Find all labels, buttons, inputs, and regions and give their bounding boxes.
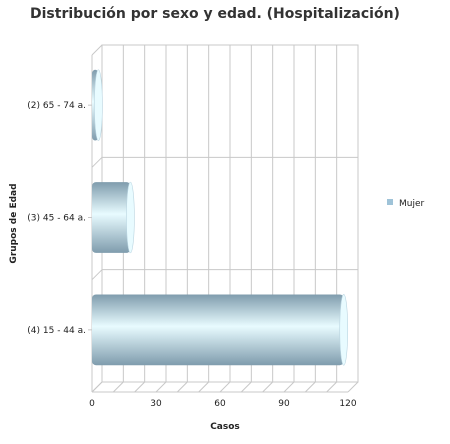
legend-swatch: [387, 199, 393, 205]
x-tick-label: 30: [150, 399, 162, 409]
floor-gridline: [262, 381, 274, 393]
wall-gridline: [91, 381, 103, 393]
floor-gridline: [304, 381, 316, 393]
wall-gridline: [91, 269, 103, 281]
floor-gridline: [219, 381, 231, 393]
bar-cap: [94, 69, 103, 141]
bar[interactable]: [92, 69, 103, 141]
bar-cap: [339, 294, 349, 366]
wall-gridline: [91, 44, 103, 56]
bar-body: [92, 182, 131, 253]
floor-gridline: [134, 381, 146, 393]
bar[interactable]: [92, 294, 349, 366]
labels: (2) 65 - 74 a. (3) 45 - 64 a. (4) 15 - 44 …: [27, 101, 357, 409]
y-tick-label: (2) 65 - 74 a.: [27, 101, 86, 111]
bar-body: [92, 294, 344, 366]
x-tick-label: 120: [339, 399, 356, 409]
floor-gridline: [176, 381, 188, 393]
y-tick-label: (4) 15 - 44 a.: [27, 326, 86, 336]
wall-gridline: [91, 156, 103, 168]
legend-label[interactable]: Mujer: [399, 199, 425, 209]
bar[interactable]: [92, 181, 135, 254]
x-tick-label: 60: [214, 399, 226, 409]
x-axis-title: Casos: [210, 422, 240, 432]
bars: [92, 69, 349, 366]
floor-gridline: [112, 381, 124, 393]
floor-gridline: [155, 381, 167, 393]
bar-cap: [126, 181, 135, 254]
x-tick-label: 0: [89, 399, 95, 409]
floor-gridline: [347, 381, 359, 393]
floor-gridline: [283, 381, 295, 393]
y-tick-label: (3) 45 - 64 a.: [27, 214, 86, 224]
floor-gridline: [326, 381, 338, 393]
x-tick-label: 90: [278, 399, 290, 409]
floor-gridline: [240, 381, 252, 393]
y-axis-title: Grupos de Edad: [9, 183, 19, 263]
chart-title: Distribución por sexo y edad. (Hospitali…: [30, 6, 400, 22]
floor-gridline: [198, 381, 210, 393]
